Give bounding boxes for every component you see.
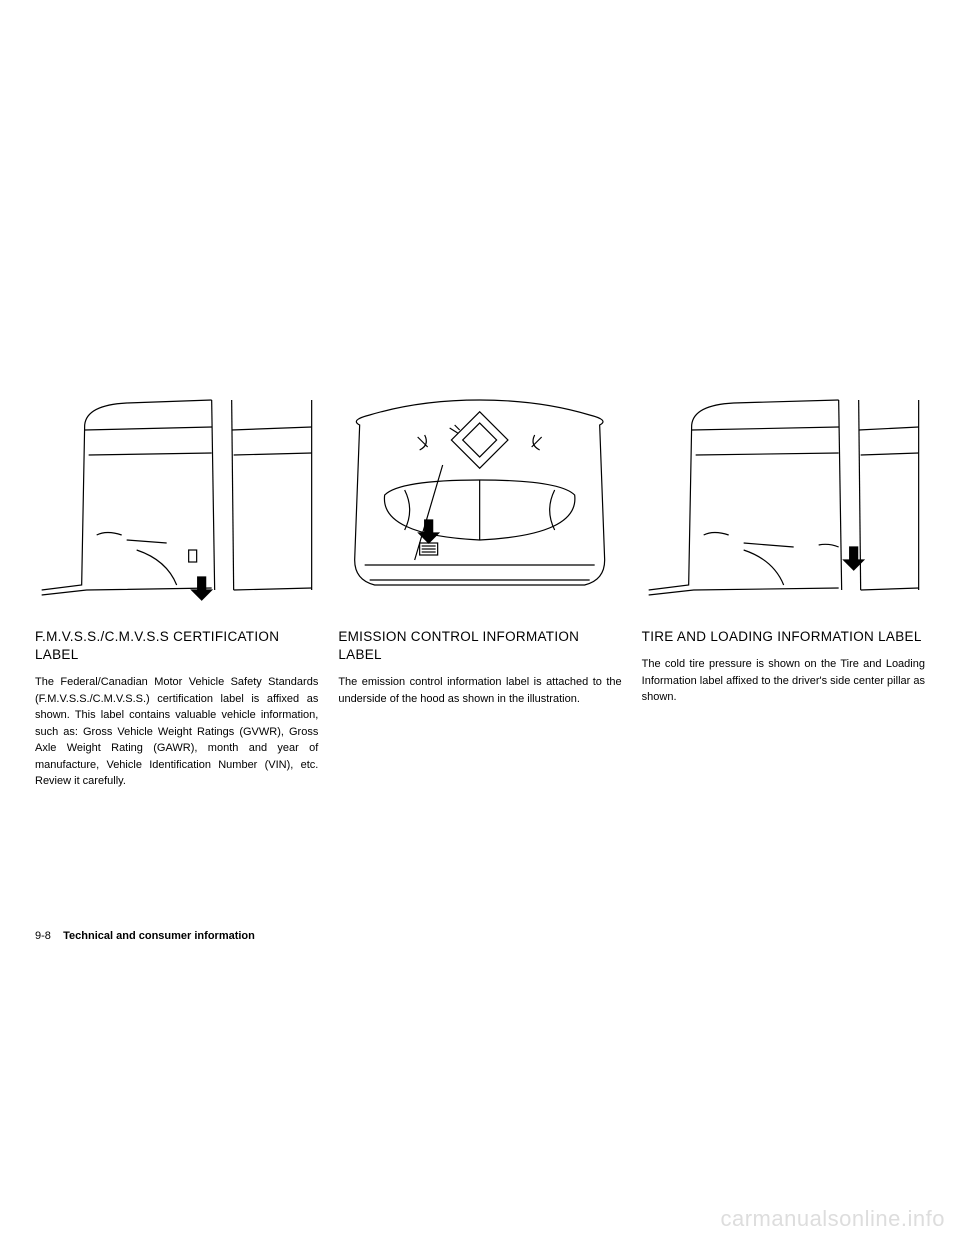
body-certification: The Federal/Canadian Motor Vehicle Safet… (35, 674, 318, 790)
illustration-emission-label (338, 395, 621, 610)
page-footer: 9-8 Technical and consumer information (35, 930, 255, 942)
body-emission: The emission control information label i… (338, 674, 621, 707)
column-certification: F.M.V.S.S./C.M.V.S.S CERTIFICATION LABEL… (35, 395, 318, 790)
footer-section-name: Technical and consumer information (63, 930, 255, 942)
column-emission: EMISSION CONTROL INFORMATION LABEL The e… (338, 395, 621, 790)
illustration-certification-label (35, 395, 318, 610)
body-tire-loading: The cold tire pressure is shown on the T… (642, 656, 925, 706)
column-tire-loading: TIRE AND LOADING INFORMATION LABEL The c… (642, 395, 925, 790)
page-number: 9-8 (35, 930, 51, 942)
heading-certification: F.M.V.S.S./C.M.V.S.S CERTIFICATION LABEL (35, 628, 318, 664)
content-area: F.M.V.S.S./C.M.V.S.S CERTIFICATION LABEL… (35, 395, 925, 790)
watermark: carmanualsonline.info (720, 1206, 945, 1232)
heading-tire-loading: TIRE AND LOADING INFORMATION LABEL (642, 628, 925, 646)
illustration-tire-loading-label (642, 395, 925, 610)
heading-emission: EMISSION CONTROL INFORMATION LABEL (338, 628, 621, 664)
